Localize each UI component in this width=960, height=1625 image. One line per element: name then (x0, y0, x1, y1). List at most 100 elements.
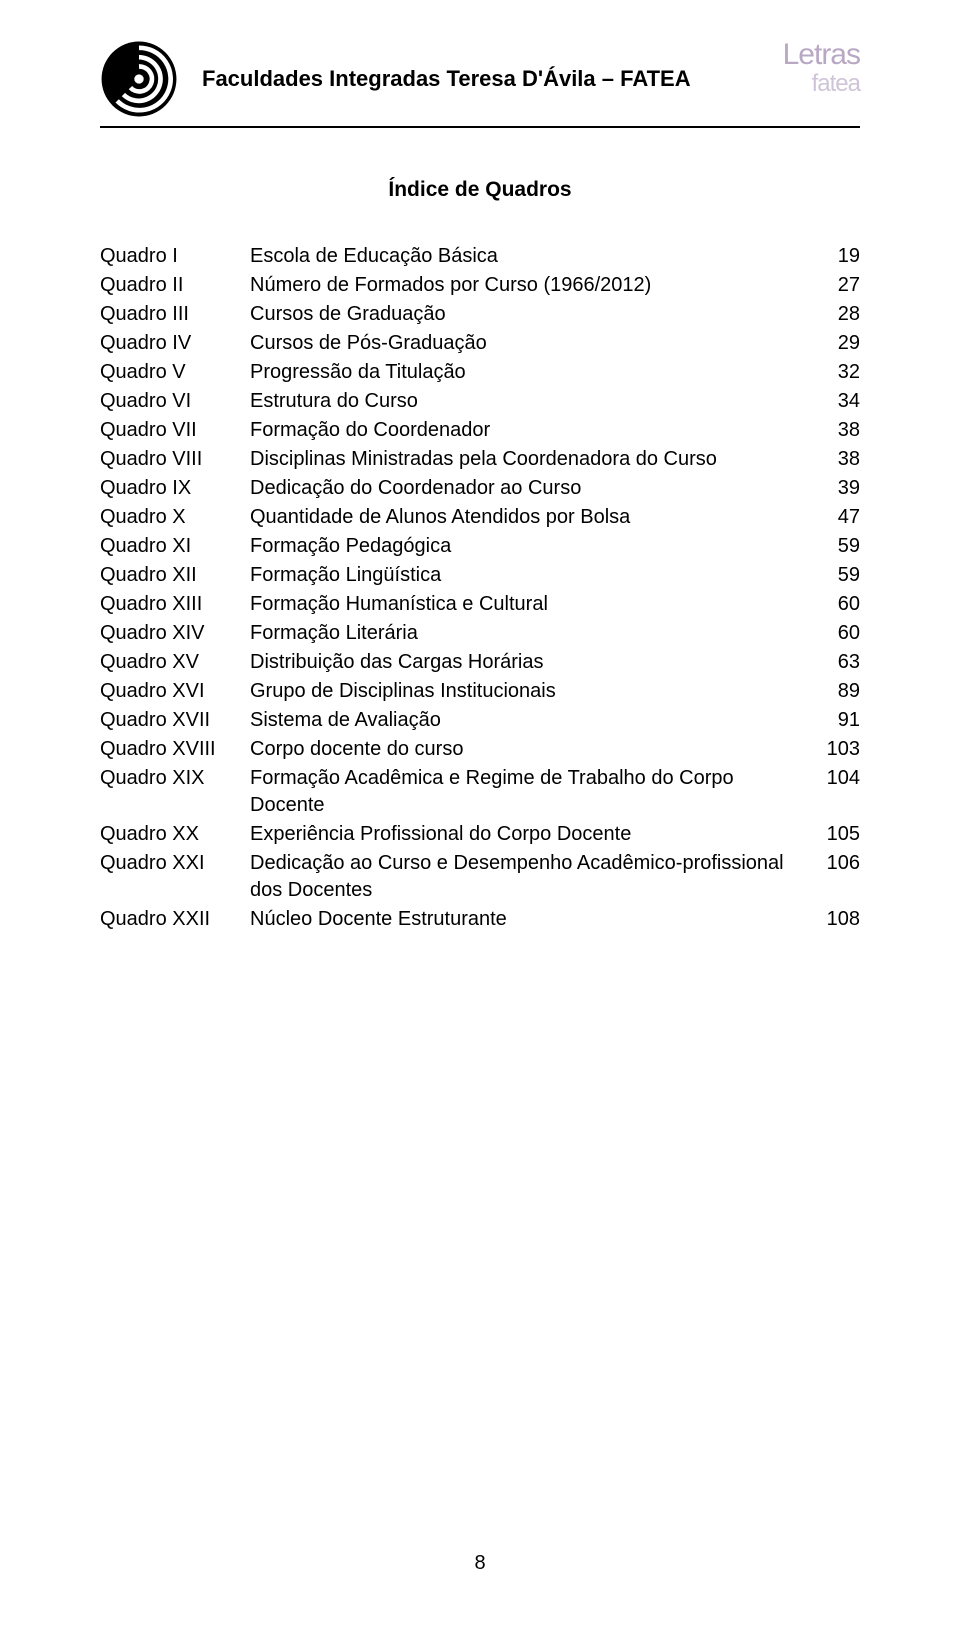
row-id: Quadro XVIII (100, 735, 250, 764)
row-id: Quadro XIV (100, 619, 250, 648)
document-page: Faculdades Integradas Teresa D'Ávila – F… (0, 0, 960, 934)
row-description: Cursos de Graduação (250, 300, 800, 329)
row-page-number: 27 (800, 271, 860, 300)
row-description: Formação Literária (250, 619, 800, 648)
table-row: Quadro IEscola de Educação Básica19 (100, 242, 860, 271)
table-row: Quadro XIVFormação Literária60 (100, 619, 860, 648)
row-page-number: 59 (800, 561, 860, 590)
table-row: Quadro IVCursos de Pós-Graduação29 (100, 329, 860, 358)
spiral-logo-icon (100, 40, 178, 118)
row-id: Quadro VIII (100, 445, 250, 474)
row-page-number: 59 (800, 532, 860, 561)
row-id: Quadro XII (100, 561, 250, 590)
row-id: Quadro XIX (100, 764, 250, 820)
row-id: Quadro II (100, 271, 250, 300)
row-page-number: 29 (800, 329, 860, 358)
row-description: Número de Formados por Curso (1966/2012) (250, 271, 800, 300)
row-id: Quadro XXI (100, 849, 250, 905)
row-id: Quadro XXII (100, 905, 250, 934)
row-id: Quadro IV (100, 329, 250, 358)
row-description: Cursos de Pós-Graduação (250, 329, 800, 358)
table-row: Quadro IINúmero de Formados por Curso (1… (100, 271, 860, 300)
table-row: Quadro XIIIFormação Humanística e Cultur… (100, 590, 860, 619)
row-page-number: 108 (800, 905, 860, 934)
row-page-number: 47 (800, 503, 860, 532)
row-page-number: 106 (800, 849, 860, 905)
table-row: Quadro IIICursos de Graduação28 (100, 300, 860, 329)
row-description: Quantidade de Alunos Atendidos por Bolsa (250, 503, 800, 532)
letras-brand-logo: Letras fatea (783, 40, 860, 96)
row-page-number: 104 (800, 764, 860, 820)
row-description: Formação Humanística e Cultural (250, 590, 800, 619)
table-row: Quadro XIIFormação Lingüística59 (100, 561, 860, 590)
row-description: Disciplinas Ministradas pela Coordenador… (250, 445, 800, 474)
table-row: Quadro XQuantidade de Alunos Atendidos p… (100, 503, 860, 532)
index-table-body: Quadro IEscola de Educação Básica19Quadr… (100, 242, 860, 934)
row-id: Quadro XV (100, 648, 250, 677)
row-page-number: 32 (800, 358, 860, 387)
row-description: Dedicação do Coordenador ao Curso (250, 474, 800, 503)
row-page-number: 63 (800, 648, 860, 677)
row-description: Sistema de Avaliação (250, 706, 800, 735)
header-left: Faculdades Integradas Teresa D'Ávila – F… (100, 40, 691, 118)
table-row: Quadro XVIIICorpo docente do curso103 (100, 735, 860, 764)
brand-text-bottom: fatea (812, 72, 860, 96)
table-row: Quadro VIIIDisciplinas Ministradas pela … (100, 445, 860, 474)
table-row: Quadro XVIISistema de Avaliação91 (100, 706, 860, 735)
row-id: Quadro XVII (100, 706, 250, 735)
row-page-number: 38 (800, 416, 860, 445)
row-id: Quadro III (100, 300, 250, 329)
row-page-number: 91 (800, 706, 860, 735)
row-id: Quadro XIII (100, 590, 250, 619)
table-row: Quadro IXDedicação do Coordenador ao Cur… (100, 474, 860, 503)
row-page-number: 60 (800, 619, 860, 648)
header-divider (100, 126, 860, 128)
index-title: Índice de Quadros (100, 178, 860, 202)
row-page-number: 38 (800, 445, 860, 474)
brand-text-top: Letras (783, 40, 860, 70)
row-page-number: 60 (800, 590, 860, 619)
table-row: Quadro XVIGrupo de Disciplinas Instituci… (100, 677, 860, 706)
table-row: Quadro VProgressão da Titulação32 (100, 358, 860, 387)
row-id: Quadro V (100, 358, 250, 387)
table-row: Quadro XXExperiência Profissional do Cor… (100, 820, 860, 849)
table-row: Quadro XIFormação Pedagógica59 (100, 532, 860, 561)
row-page-number: 28 (800, 300, 860, 329)
row-description: Experiência Profissional do Corpo Docent… (250, 820, 800, 849)
row-page-number: 103 (800, 735, 860, 764)
institution-title: Faculdades Integradas Teresa D'Ávila – F… (202, 66, 691, 92)
table-row: Quadro XXIINúcleo Docente Estruturante10… (100, 905, 860, 934)
row-page-number: 89 (800, 677, 860, 706)
row-description: Núcleo Docente Estruturante (250, 905, 800, 934)
row-description: Estrutura do Curso (250, 387, 800, 416)
row-id: Quadro IX (100, 474, 250, 503)
page-header: Faculdades Integradas Teresa D'Ávila – F… (100, 40, 860, 118)
table-row: Quadro VIIFormação do Coordenador38 (100, 416, 860, 445)
row-description: Formação do Coordenador (250, 416, 800, 445)
page-number: 8 (0, 1552, 960, 1575)
index-table: Quadro IEscola de Educação Básica19Quadr… (100, 242, 860, 934)
row-description: Escola de Educação Básica (250, 242, 800, 271)
row-id: Quadro VII (100, 416, 250, 445)
row-description: Distribuição das Cargas Horárias (250, 648, 800, 677)
row-id: Quadro XX (100, 820, 250, 849)
table-row: Quadro VIEstrutura do Curso34 (100, 387, 860, 416)
row-description: Dedicação ao Curso e Desempenho Acadêmic… (250, 849, 800, 905)
row-page-number: 34 (800, 387, 860, 416)
row-description: Corpo docente do curso (250, 735, 800, 764)
row-id: Quadro X (100, 503, 250, 532)
row-page-number: 39 (800, 474, 860, 503)
row-page-number: 19 (800, 242, 860, 271)
row-id: Quadro I (100, 242, 250, 271)
table-row: Quadro XIXFormação Acadêmica e Regime de… (100, 764, 860, 820)
row-page-number: 105 (800, 820, 860, 849)
row-description: Formação Lingüística (250, 561, 800, 590)
row-id: Quadro XI (100, 532, 250, 561)
table-row: Quadro XVDistribuição das Cargas Horária… (100, 648, 860, 677)
table-row: Quadro XXIDedicação ao Curso e Desempenh… (100, 849, 860, 905)
row-description: Grupo de Disciplinas Institucionais (250, 677, 800, 706)
row-id: Quadro XVI (100, 677, 250, 706)
row-description: Progressão da Titulação (250, 358, 800, 387)
row-description: Formação Pedagógica (250, 532, 800, 561)
row-id: Quadro VI (100, 387, 250, 416)
